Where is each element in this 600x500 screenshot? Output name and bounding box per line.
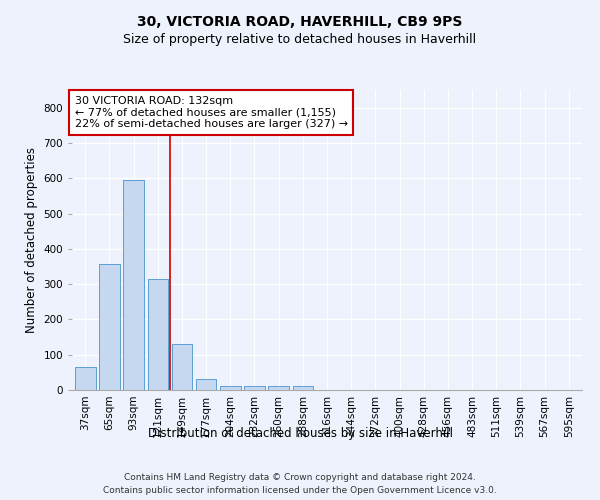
Text: Distribution of detached houses by size in Haverhill: Distribution of detached houses by size … — [148, 428, 452, 440]
Text: Size of property relative to detached houses in Haverhill: Size of property relative to detached ho… — [124, 32, 476, 46]
Text: Contains public sector information licensed under the Open Government Licence v3: Contains public sector information licen… — [103, 486, 497, 495]
Bar — [268, 386, 289, 390]
Bar — [99, 264, 120, 390]
Text: 30, VICTORIA ROAD, HAVERHILL, CB9 9PS: 30, VICTORIA ROAD, HAVERHILL, CB9 9PS — [137, 15, 463, 29]
Bar — [244, 386, 265, 390]
Bar — [75, 367, 95, 390]
Bar — [196, 380, 217, 390]
Bar — [124, 180, 144, 390]
Bar — [148, 279, 168, 390]
Bar — [293, 386, 313, 390]
Text: 30 VICTORIA ROAD: 132sqm
← 77% of detached houses are smaller (1,155)
22% of sem: 30 VICTORIA ROAD: 132sqm ← 77% of detach… — [74, 96, 347, 129]
Text: Contains HM Land Registry data © Crown copyright and database right 2024.: Contains HM Land Registry data © Crown c… — [124, 472, 476, 482]
Bar — [220, 386, 241, 390]
Y-axis label: Number of detached properties: Number of detached properties — [25, 147, 38, 333]
Bar — [172, 344, 192, 390]
